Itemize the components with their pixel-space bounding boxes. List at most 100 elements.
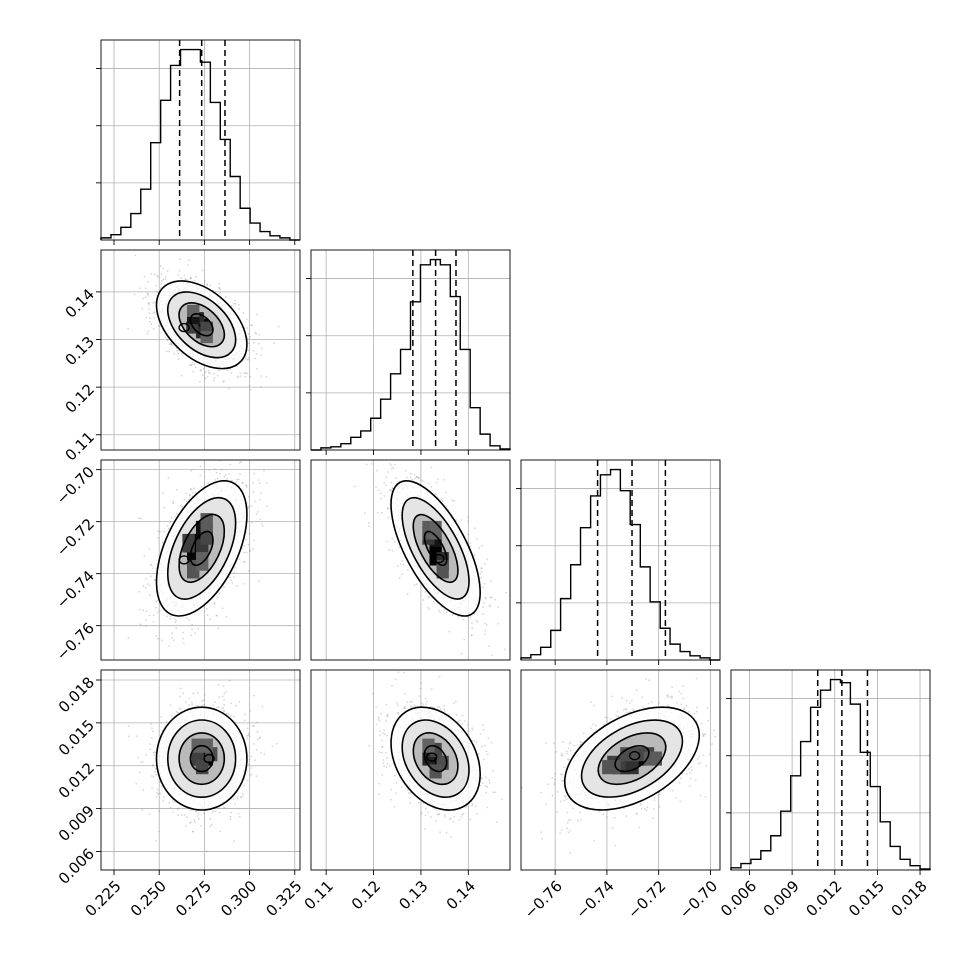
joint-0-3-sample-point — [169, 806, 172, 809]
joint-1-2-sample-point — [479, 573, 482, 575]
joint-0-3-sample-point — [177, 807, 180, 809]
joint-0-2-sample-point — [191, 491, 194, 494]
joint-0-2-sample-point — [149, 594, 152, 597]
joint-0-1-sample-point — [226, 369, 229, 372]
joint-0-2-sample-point — [251, 548, 254, 551]
joint-0-3-sample-point — [194, 820, 196, 823]
joint-1-2-sample-point — [480, 577, 483, 579]
joint-0-1-sample-point — [259, 354, 262, 357]
joint-1-2-sample-point — [391, 467, 393, 470]
joint-1-2-sample-point — [414, 477, 416, 480]
joint-0-2-sample-point — [205, 607, 208, 610]
joint-0-3-sample-point — [184, 825, 187, 828]
joint-0-2-sample-point — [258, 580, 261, 583]
joint-0-1-sample-point — [177, 352, 180, 355]
joint-0-2-sample-point — [169, 618, 172, 620]
joint-0-1-sample-point — [249, 375, 252, 378]
joint-0-3-sample-point — [214, 701, 217, 703]
joint-1-2-contour-3 — [423, 530, 448, 567]
joint-1-2-contour-inner — [433, 553, 445, 564]
joint-0-2-sample-point — [188, 498, 191, 501]
joint-0-3-sample-point — [178, 707, 181, 710]
joint-0-2-sample-point — [229, 463, 232, 466]
joint-0-1-sample-point — [190, 364, 193, 367]
joint-0-1-sample-point — [204, 280, 207, 282]
joint-0-1-sample-point — [189, 277, 192, 280]
joint-0-2-sample-point — [153, 579, 156, 581]
joint-1-2-sample-point — [470, 634, 473, 637]
joint-0-1-sample-point — [272, 342, 275, 345]
joint-0-1-sample-point — [180, 374, 183, 377]
joint-0-1-sample-point — [252, 341, 255, 344]
joint-1-2-frame — [310, 459, 511, 661]
joint-0-2-sample-point — [213, 603, 216, 605]
joint-1-2-sample-point — [367, 525, 370, 527]
joint-0-3-sample-point — [203, 699, 205, 702]
joint-1-2-sample-point — [442, 500, 444, 502]
joint-0-2-sample-point — [188, 494, 191, 497]
joint-0-1-sample-point — [223, 380, 225, 382]
joint-1-2-sample-point — [427, 482, 430, 485]
joint-0-1-sample-point — [234, 299, 237, 302]
joint-0-1-sample-point — [277, 325, 280, 328]
joint-0-2-sample-point — [263, 469, 265, 472]
joint-1-2-sample-point — [442, 608, 445, 611]
joint-1-2-sample-point — [424, 590, 427, 593]
joint-0-3-sample-point — [155, 792, 158, 794]
marginal-0-histogram — [100, 48, 300, 241]
joint-0-1-sample-point — [255, 353, 258, 355]
joint-0-2-sample-point — [159, 530, 162, 533]
joint-0-3-sample-point — [238, 816, 241, 818]
joint-0-1-sample-point — [148, 312, 151, 315]
joint-0-1-sample-point — [206, 284, 209, 286]
joint-0-3-sample-point — [176, 711, 179, 714]
joint-0-1-sample-point — [169, 343, 172, 346]
joint-0-2-marks — [127, 460, 268, 648]
joint-1-2-sample-point — [401, 573, 403, 576]
joint-0-1-sample-point — [218, 369, 220, 372]
joint-0-1-sample-point — [165, 350, 168, 353]
joint-0-3-sample-point — [137, 756, 139, 759]
joint-0-3-sample-point — [249, 709, 252, 712]
joint-1-2-sample-point — [490, 580, 492, 582]
joint-0-1-sample-point — [260, 386, 262, 388]
joint-0-1-contour-1 — [167, 291, 237, 359]
joint-1-2-sample-point — [455, 519, 458, 522]
joint-0-2-sample-point — [175, 619, 177, 622]
joint-1-2-sample-point — [471, 627, 474, 630]
joint-0-1-sample-point — [139, 287, 142, 290]
joint-1-2-sample-point — [370, 463, 373, 465]
joint-0-3-sample-point — [159, 792, 162, 795]
joint-1-2-sample-point — [505, 591, 507, 594]
joint-0-1-sample-point — [218, 286, 221, 289]
joint-0-3-sample-point — [218, 696, 221, 698]
joint-0-2-sample-point — [238, 462, 241, 464]
joint-0-2-sample-point — [166, 615, 169, 618]
joint-0-1-sample-point — [179, 258, 181, 260]
joint-1-2-sample-point — [389, 463, 391, 465]
joint-1-2-sample-point — [387, 471, 389, 473]
joint-0-1-sample-point — [225, 296, 227, 299]
joint-0-3-sample-point — [156, 788, 159, 791]
joint-1-2-sample-point — [440, 498, 442, 501]
joint-1-2-sample-point — [406, 592, 409, 595]
joint-0-2-sample-point — [161, 639, 163, 642]
joint-0-1-sample-point — [227, 387, 230, 390]
joint-0-1-sample-point — [216, 374, 219, 377]
joint-0-2-sample-point — [249, 532, 251, 535]
joint-1-2-sample-point — [388, 549, 391, 552]
joint-0-1-sample-point — [171, 344, 174, 346]
joint-0-2-sample-point — [217, 596, 219, 598]
joint-0-3-sample-point — [240, 796, 243, 799]
joint-0-1-sample-point — [251, 324, 253, 327]
joint-0-2-sample-point — [185, 492, 187, 495]
joint-1-2-sample-point — [411, 478, 414, 481]
joint-0-1-sample-point — [177, 273, 180, 276]
joint-0-2-sample-point — [190, 469, 193, 472]
joint-0-1-sample-point — [213, 377, 216, 379]
joint-0-3-sample-point — [229, 714, 232, 717]
joint-0-2-sample-point — [171, 632, 174, 634]
joint-1-2-sample-point — [428, 608, 431, 611]
joint-0-1-sample-point — [219, 291, 222, 294]
joint-0-1-sample-point — [164, 276, 167, 278]
